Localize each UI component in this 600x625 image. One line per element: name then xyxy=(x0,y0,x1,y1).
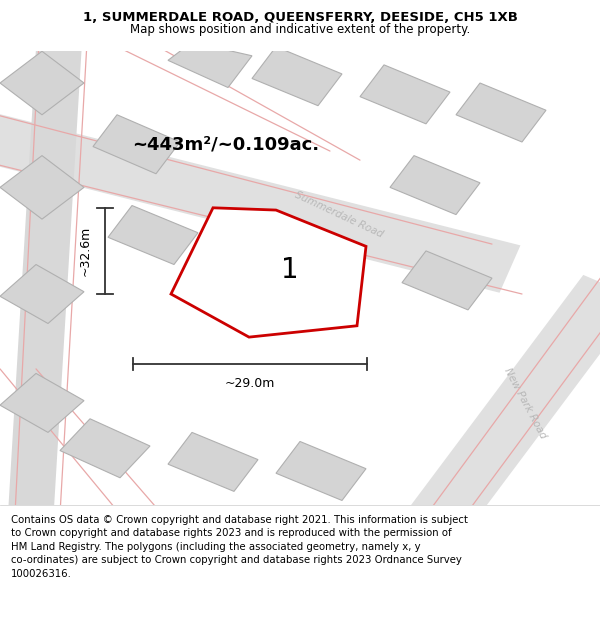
Text: ~29.0m: ~29.0m xyxy=(225,377,275,390)
Polygon shape xyxy=(403,275,600,540)
Polygon shape xyxy=(276,441,366,501)
Text: Summerdale Road: Summerdale Road xyxy=(293,190,385,239)
Polygon shape xyxy=(456,83,546,142)
Text: Contains OS data © Crown copyright and database right 2021. This information is : Contains OS data © Crown copyright and d… xyxy=(11,514,468,579)
Polygon shape xyxy=(402,251,492,310)
Polygon shape xyxy=(60,419,150,478)
Polygon shape xyxy=(168,432,258,491)
Polygon shape xyxy=(0,51,84,115)
Polygon shape xyxy=(7,28,83,529)
Polygon shape xyxy=(168,42,252,88)
Polygon shape xyxy=(0,373,84,432)
Text: ~443m²/~0.109ac.: ~443m²/~0.109ac. xyxy=(132,135,319,153)
Text: 1, SUMMERDALE ROAD, QUEENSFERRY, DEESIDE, CH5 1XB: 1, SUMMERDALE ROAD, QUEENSFERRY, DEESIDE… xyxy=(83,11,517,24)
Polygon shape xyxy=(171,208,366,337)
Text: Map shows position and indicative extent of the property.: Map shows position and indicative extent… xyxy=(130,23,470,36)
Polygon shape xyxy=(252,47,342,106)
Polygon shape xyxy=(0,156,84,219)
Polygon shape xyxy=(93,115,180,174)
Text: ~32.6m: ~32.6m xyxy=(79,226,92,276)
Text: 1: 1 xyxy=(281,256,299,284)
Polygon shape xyxy=(108,206,198,264)
Polygon shape xyxy=(360,65,450,124)
Polygon shape xyxy=(0,264,84,324)
Polygon shape xyxy=(390,156,480,214)
Text: New Park Road: New Park Road xyxy=(502,366,548,440)
Polygon shape xyxy=(0,109,520,292)
